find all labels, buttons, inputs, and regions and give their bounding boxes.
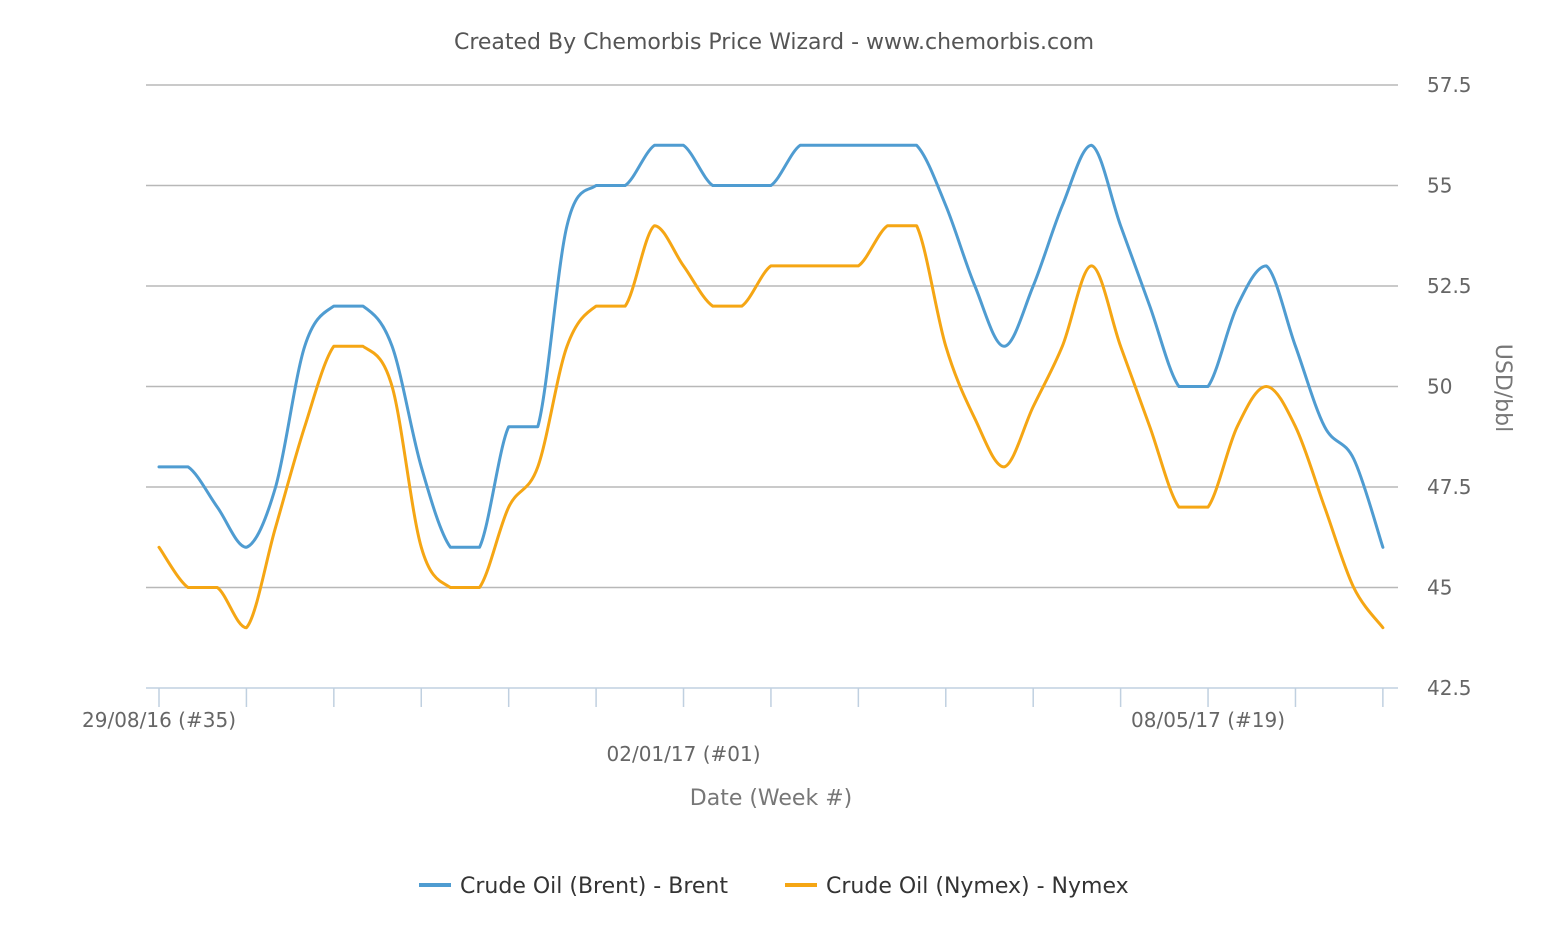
chart-title: Created By Chemorbis Price Wizard - www.… [454,30,1094,55]
series-lines [157,143,1385,630]
y-axis-tick-labels: 42.5 45 47.5 50 52.5 55 57.5 [1427,73,1472,700]
y-tick-label: 42.5 [1427,676,1472,700]
x-axis: 29/08/16 (#35) 02/01/17 (#01) 08/05/17 (#1… [82,687,1398,766]
y-tick-label: 52.5 [1427,274,1472,298]
series-line-nymex [157,224,1385,630]
y-axis-title: USD/bbl [1490,344,1515,432]
y-tick-label: 47.5 [1427,475,1472,499]
y-tick-label: 45 [1427,576,1452,600]
legend: Crude Oil (Brent) - Brent Crude Oil (Nyme… [419,874,1129,899]
x-tick-label: 29/08/16 (#35) [82,708,236,732]
gridlines [146,84,1398,589]
y-tick-label: 57.5 [1427,73,1472,97]
y-tick-label: 50 [1427,375,1452,399]
x-axis-title: Date (Week #) [690,786,852,811]
x-tick-label: 08/05/17 (#19) [1131,708,1285,732]
x-tick-label: 02/01/17 (#01) [607,742,761,766]
legend-label: Crude Oil (Brent) - Brent [460,874,728,899]
legend-label: Crude Oil (Nymex) - Nymex [826,874,1129,899]
series-line-brent [157,143,1385,549]
y-tick-label: 55 [1427,174,1452,198]
